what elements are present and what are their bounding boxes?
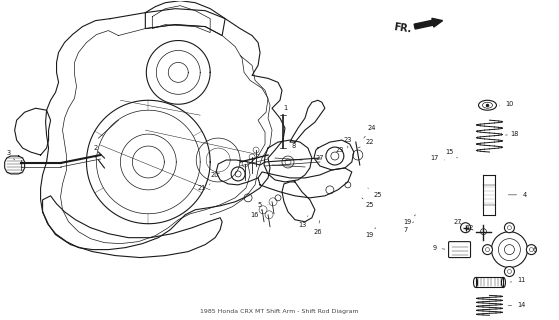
- Circle shape: [527, 244, 536, 255]
- Circle shape: [504, 267, 514, 276]
- Circle shape: [481, 229, 486, 235]
- Text: FR.: FR.: [393, 22, 412, 35]
- Text: 4: 4: [508, 192, 527, 198]
- Circle shape: [345, 182, 351, 188]
- Text: 27: 27: [453, 219, 462, 225]
- Circle shape: [353, 150, 363, 160]
- Circle shape: [282, 156, 294, 168]
- Text: 7: 7: [404, 222, 414, 233]
- Circle shape: [504, 223, 514, 233]
- Circle shape: [326, 186, 334, 194]
- Text: 2: 2: [93, 145, 98, 158]
- Ellipse shape: [473, 277, 477, 287]
- Circle shape: [326, 147, 344, 165]
- Text: 21: 21: [198, 184, 210, 191]
- Circle shape: [491, 232, 527, 268]
- Text: 1: 1: [283, 105, 287, 118]
- Text: 25: 25: [368, 188, 382, 198]
- Text: 12: 12: [465, 225, 473, 231]
- Text: 5: 5: [258, 202, 268, 208]
- Text: 26: 26: [314, 220, 322, 235]
- Text: 19: 19: [404, 215, 416, 225]
- Text: 13: 13: [298, 216, 308, 228]
- Text: 27: 27: [316, 155, 324, 164]
- Text: 3: 3: [7, 150, 15, 160]
- Text: 11: 11: [510, 277, 525, 284]
- Text: 6: 6: [529, 247, 537, 252]
- Ellipse shape: [501, 277, 505, 287]
- Text: 10: 10: [499, 101, 514, 107]
- Text: 8: 8: [290, 143, 296, 152]
- Text: 25: 25: [362, 198, 374, 208]
- Text: 23: 23: [344, 137, 352, 148]
- Circle shape: [275, 195, 281, 201]
- Circle shape: [482, 244, 492, 255]
- Text: 24: 24: [364, 125, 376, 138]
- Ellipse shape: [479, 100, 496, 110]
- Text: 23: 23: [335, 147, 344, 156]
- FancyBboxPatch shape: [448, 242, 471, 258]
- Text: 9: 9: [433, 244, 445, 251]
- Circle shape: [231, 167, 245, 181]
- Text: 17: 17: [430, 155, 444, 161]
- Text: 18: 18: [505, 131, 519, 137]
- Text: 16: 16: [250, 210, 262, 218]
- Text: 20: 20: [211, 172, 220, 178]
- Text: 14: 14: [508, 302, 525, 308]
- Text: 19: 19: [366, 228, 376, 238]
- Text: 22: 22: [358, 139, 374, 148]
- Text: 1985 Honda CRX MT Shift Arm - Shift Rod Diagram: 1985 Honda CRX MT Shift Arm - Shift Rod …: [200, 309, 358, 314]
- FancyArrow shape: [414, 18, 443, 29]
- Circle shape: [244, 194, 252, 202]
- Text: 15: 15: [446, 149, 458, 158]
